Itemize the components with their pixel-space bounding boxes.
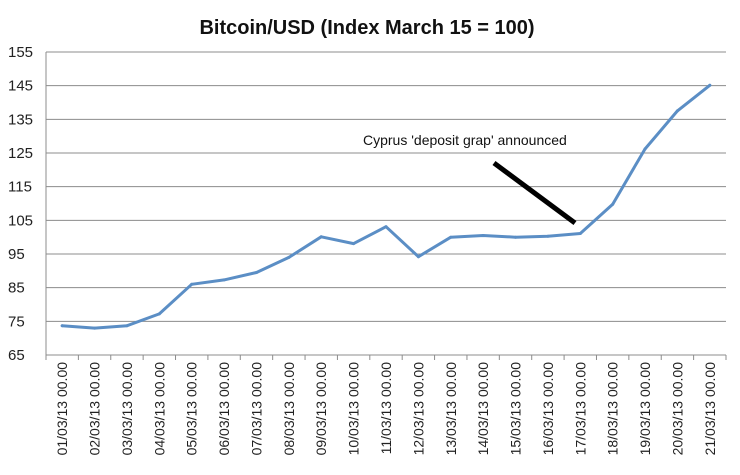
data-point <box>222 278 226 282</box>
data-point <box>675 109 679 113</box>
x-tick-label: 16/03/13 00.00 <box>540 362 556 456</box>
data-point <box>190 282 194 286</box>
data-point <box>546 234 550 238</box>
x-tick-label: 13/03/13 00.00 <box>443 362 459 456</box>
x-tick-label: 09/03/13 00.00 <box>313 362 329 456</box>
chart-title: Bitcoin/USD (Index March 15 = 100) <box>199 17 534 39</box>
data-point <box>319 235 323 239</box>
x-tick-label: 10/03/13 00.00 <box>346 362 362 456</box>
data-point <box>93 326 97 330</box>
y-tick-label: 65 <box>8 347 25 364</box>
data-point <box>611 202 615 206</box>
data-point <box>708 83 712 87</box>
annotation-arrow <box>492 160 577 226</box>
data-point <box>643 147 647 151</box>
data-point <box>157 312 161 316</box>
data-point <box>60 324 64 328</box>
y-tick-label: 85 <box>8 280 25 297</box>
y-tick-label: 115 <box>8 179 32 196</box>
data-point <box>255 271 258 274</box>
x-tick-label: 15/03/13 00.00 <box>508 362 524 456</box>
x-tick-label: 02/03/13 00.00 <box>87 362 103 456</box>
x-tick-label: 06/03/13 00.00 <box>216 362 232 456</box>
data-point <box>125 324 129 328</box>
y-tick-label: 75 <box>8 313 25 330</box>
x-tick-label: 07/03/13 00.00 <box>248 362 264 456</box>
series-line <box>60 83 712 330</box>
data-point <box>416 255 420 259</box>
x-tick-label: 11/03/13 00.00 <box>378 362 394 455</box>
x-tick-label: 03/03/13 00.00 <box>119 362 135 456</box>
y-tick-label: 145 <box>8 78 33 95</box>
x-tick-label: 12/03/13 00.00 <box>410 362 426 456</box>
x-tick-label: 18/03/13 00.00 <box>605 362 621 456</box>
data-point <box>481 234 485 237</box>
x-tick-label: 20/03/13 00.00 <box>669 362 685 456</box>
y-tick-label: 135 <box>8 111 33 128</box>
annotation-text: Cyprus 'deposit grap' announced <box>363 132 567 148</box>
x-tick-label: 14/03/13 00.00 <box>475 362 491 456</box>
data-point <box>384 225 388 229</box>
x-axis-ticks: 01/03/13 00.00 02/03/13 00.00 03/03/13 00.… <box>54 362 718 456</box>
x-tick-label: 01/03/13 00.00 <box>54 362 70 456</box>
x-tick-label: 19/03/13 00.00 <box>637 362 653 456</box>
data-point <box>514 235 517 239</box>
data-point <box>287 255 291 259</box>
x-tick-label: 21/03/13 00.00 <box>702 362 718 456</box>
y-tick-label: 125 <box>8 145 33 162</box>
gridlines <box>46 51 726 356</box>
y-tick-label: 95 <box>8 246 25 263</box>
annotations: Cyprus 'deposit grap' announced <box>363 132 577 226</box>
data-point <box>578 232 582 235</box>
data-point <box>449 235 453 239</box>
x-tick-label: 04/03/13 00.00 <box>151 362 167 456</box>
series-layer <box>60 83 712 330</box>
x-tick-label: 08/03/13 00.00 <box>281 362 297 456</box>
y-tick-label: 105 <box>8 212 33 229</box>
data-point <box>352 242 356 246</box>
x-axis <box>45 52 727 360</box>
y-tick-label: 155 <box>8 44 33 61</box>
y-axis-ticks: 65 75 85 95 105 115 125 135 145 155 <box>8 44 33 364</box>
x-tick-label: 05/03/13 00.00 <box>184 362 200 456</box>
x-tick-label: 17/03/13 00.00 <box>572 362 588 456</box>
